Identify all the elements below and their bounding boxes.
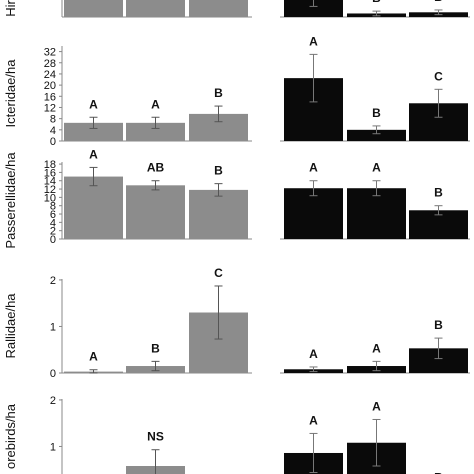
y-tick-label: 8 [50,114,56,126]
bar-1 [64,122,123,141]
y-tick-label: 12 [44,184,56,196]
bar-4 [284,188,343,239]
significance-letter: A [309,161,318,175]
y-tick-label: 0 [50,234,56,246]
y-tick-label: 2 [50,226,56,238]
significance-letter: B [372,106,381,120]
y-axis-label: Passerellidae/ha [3,152,18,249]
bar-2 [126,122,185,141]
y-tick-label: 14 [44,176,56,188]
y-tick-label: 4 [50,125,56,137]
y-tick-label: 8 [50,201,56,213]
y-tick-label: 2 [50,0,56,1]
significance-letter: B [434,318,443,332]
bar-2 [126,0,185,17]
bar-3 [189,0,248,17]
y-tick-label: 1 [50,321,56,333]
bar-2 [126,185,185,239]
y-tick-label: 24 [44,69,56,81]
significance-letter: A [372,161,381,175]
significance-letter: B [372,0,381,5]
y-tick-label: 0 [50,368,56,380]
bar-4 [284,0,343,17]
significance-letter: A [372,341,381,355]
y-tick-label: 10 [44,192,56,204]
significance-letter: B [214,164,223,178]
y-tick-label: 6 [50,209,56,221]
y-tick-label: 12 [44,102,56,114]
bar-1 [64,176,123,239]
y-axis-label: Icteridae/ha [3,59,18,128]
significance-letter: A [89,350,98,364]
significance-letter: B [434,186,443,200]
chart-panel-1: 2 Hir B B [3,0,470,18]
significance-letter: C [434,69,443,83]
significance-letter: B [434,471,443,474]
significance-letter: AB [147,161,165,175]
significance-letter: A [372,399,381,413]
y-tick-label: 16 [44,91,56,103]
y-tick-label: 18 [44,159,56,171]
bar-5 [347,129,406,141]
significance-letter: C [214,266,223,280]
y-tick-label: 2 [50,395,56,407]
significance-letter: A [309,34,318,48]
bar-3 [189,189,248,239]
significance-letter: NS [147,430,164,444]
bar-1 [64,0,123,17]
significance-letter: A [89,97,98,111]
significance-letter: A [151,97,160,111]
y-tick-label: 4 [50,217,56,229]
y-axis-label: orebirds/ha [3,403,18,469]
chart-panel-5: 1 2 orebirds/ha NS A A B [3,395,443,474]
significance-letter: A [89,147,98,161]
y-axis-label: Hir [3,0,18,17]
significance-letter: B [151,341,160,355]
y-tick-label: 0 [50,136,56,148]
y-tick-label: 20 [44,80,56,92]
y-axis-label: Rallidae/ha [3,293,18,359]
bar-5 [347,188,406,239]
y-tick-label: 28 [44,58,56,70]
significance-letter: B [434,0,443,4]
chart-panel-4: 0 1 2 Rallidae/ha A B C A A B [3,266,470,380]
significance-letter: A [309,413,318,427]
significance-letter: B [214,86,223,100]
y-tick-label: 16 [44,167,56,179]
y-tick-label: 32 [44,47,56,59]
y-tick-label: 2 [50,275,56,287]
significance-letter: A [309,347,318,361]
y-tick-label: 1 [50,441,56,453]
